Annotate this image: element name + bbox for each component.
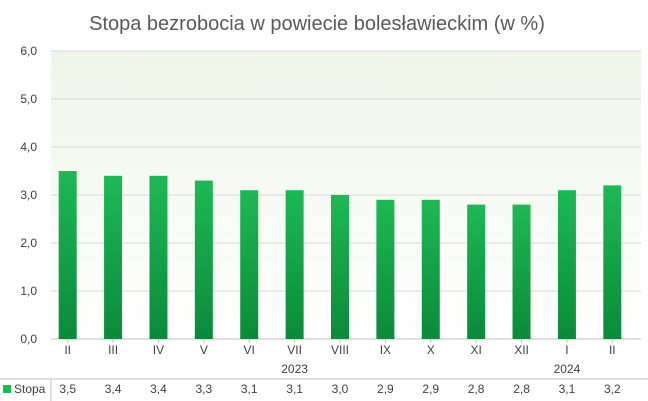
year-labels: 2023 2024 xyxy=(281,362,580,376)
bar xyxy=(421,199,440,339)
x-tick-label: IV xyxy=(153,343,164,357)
data-label: 3,4 xyxy=(105,382,122,396)
data-label: 3,3 xyxy=(196,382,213,396)
year-label: 2024 xyxy=(554,362,581,376)
data-label: 3,5 xyxy=(59,382,76,396)
bar xyxy=(149,175,168,339)
data-label: 3,1 xyxy=(241,382,258,396)
y-axis-ticks: 0,0 1,0 2,0 3,0 4,0 5,0 6,0 xyxy=(20,44,37,346)
x-tick-label: II xyxy=(609,343,616,357)
x-tick-label: VIII xyxy=(331,343,349,357)
x-tick-label: XII xyxy=(514,343,529,357)
x-tick-label: I xyxy=(565,343,568,357)
x-tick-label: II xyxy=(64,343,71,357)
x-tick-label: III xyxy=(108,343,118,357)
y-tick-label: 5,0 xyxy=(20,92,37,106)
bar xyxy=(331,195,349,339)
x-tick-label: IX xyxy=(380,343,391,357)
bar xyxy=(557,190,576,339)
data-label: 3,1 xyxy=(559,382,576,396)
x-axis-ticks: II III IV V VI VII VIII IX X XI XII I II xyxy=(64,339,616,357)
x-tick-label: VI xyxy=(244,343,255,357)
bar xyxy=(240,190,259,339)
legend-swatch xyxy=(3,385,11,393)
bar xyxy=(603,185,622,339)
x-tick-label: V xyxy=(200,343,208,357)
bar xyxy=(376,199,395,339)
x-tick-label: X xyxy=(427,343,435,357)
bars xyxy=(58,171,622,339)
chart-title: Stopa bezrobocia w powiecie bolesławieck… xyxy=(89,13,545,35)
data-label: 3,0 xyxy=(332,382,349,396)
bar xyxy=(467,204,486,339)
bar xyxy=(58,171,77,339)
y-tick-label: 1,0 xyxy=(20,284,37,298)
bar xyxy=(194,180,213,339)
x-tick-label: XI xyxy=(470,343,481,357)
data-label: 2,8 xyxy=(513,382,530,396)
data-label: 3,4 xyxy=(150,382,167,396)
y-tick-label: 0,0 xyxy=(20,332,37,346)
data-table: Stopa 3,5 3,4 3,4 3,3 3,1 3,1 3,0 2,9 2,9 2,8 2,8 3,… xyxy=(0,378,648,401)
data-label: 2,9 xyxy=(422,382,439,396)
year-label: 2023 xyxy=(281,362,308,376)
data-label: 3,1 xyxy=(286,382,303,396)
y-tick-label: 6,0 xyxy=(20,44,37,58)
data-label: 2,8 xyxy=(468,382,485,396)
bar xyxy=(285,190,304,339)
y-tick-label: 3,0 xyxy=(20,188,37,202)
data-label: 3,2 xyxy=(604,382,621,396)
x-tick-label: VII xyxy=(287,343,302,357)
data-label: 2,9 xyxy=(377,382,394,396)
bar xyxy=(104,175,123,339)
bar xyxy=(512,204,531,339)
legend-series-name: Stopa xyxy=(14,382,46,396)
y-tick-label: 4,0 xyxy=(20,140,37,154)
y-tick-label: 2,0 xyxy=(20,236,37,250)
